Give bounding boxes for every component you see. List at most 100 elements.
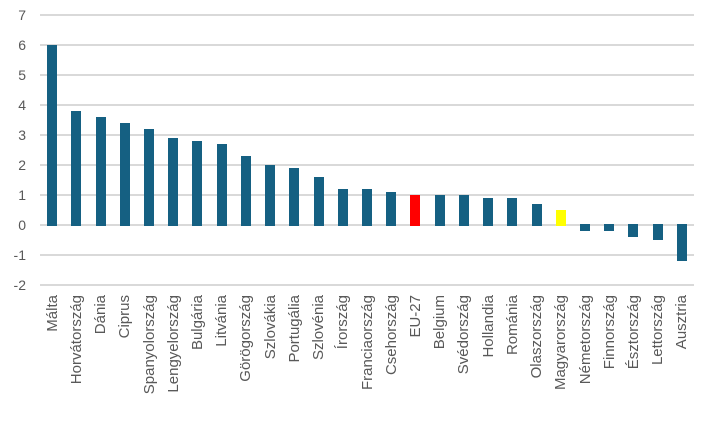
bar-svédország [458, 195, 469, 226]
bar-bulgária [192, 141, 203, 226]
x-category-label-szlovénia: Szlovénia [310, 294, 327, 360]
x-category-label-portugália: Portugália [286, 294, 303, 363]
bar-lengyelország [168, 138, 179, 226]
x-category-label-text: Németország [576, 295, 594, 385]
bar-portugália [289, 168, 300, 226]
bar-románia [507, 198, 518, 226]
y-tick-label: -2 [13, 277, 26, 293]
gridline-6 [40, 44, 694, 46]
x-category-label-lengyelország: Lengyelország [165, 294, 182, 393]
x-category-label-text: Horvátország [67, 295, 85, 385]
x-category-label-text: Dánia [92, 295, 110, 335]
x-category-label-szlovákia: Szlovákia [262, 294, 279, 359]
x-category-label-text: Szlovákia [261, 295, 279, 360]
bar-lettország [652, 224, 663, 240]
x-category-label-bulgária: Bulgária [189, 294, 206, 350]
x-category-label-text: Hollandia [479, 295, 497, 358]
x-category-label-lettország: Lettország [649, 294, 666, 365]
y-tick-label: -1 [13, 247, 26, 263]
x-category-label-belgium: Belgium [431, 294, 448, 349]
x-category-label-észtország: Észtország [625, 294, 642, 369]
gridline--1 [40, 254, 694, 256]
bar-ciprus [119, 123, 130, 226]
y-tick-label: 2 [18, 157, 26, 173]
x-category-label-eu-27: EU-27 [407, 294, 424, 338]
x-category-label-text: Észtország [624, 295, 642, 370]
y-tick-label: 3 [18, 127, 26, 143]
x-category-label-görögország: Görögország [237, 294, 254, 382]
x-category-label-text: Finnország [600, 295, 618, 370]
x-category-label-text: EU-27 [406, 295, 424, 338]
x-category-label-írország: Írország [334, 294, 351, 349]
bar-eu-27 [410, 195, 421, 226]
x-category-label-dánia: Dánia [92, 294, 109, 334]
x-category-label-text: Spanyolország [140, 295, 158, 395]
x-category-label-text: Románia [503, 295, 521, 356]
x-category-label-hollandia: Hollandia [480, 294, 497, 358]
x-category-label-text: Csehország [382, 295, 400, 376]
x-category-label-text: Ciprus [116, 295, 134, 339]
x-category-label-horvátország: Horvátország [68, 294, 85, 384]
x-category-label-text: Franciaország [358, 295, 376, 391]
bar-hollandia [483, 198, 494, 226]
gridline-2 [40, 164, 694, 166]
y-tick-label: 6 [18, 37, 26, 53]
x-category-label-text: Ausztria [673, 295, 691, 350]
x-category-label-románia: Románia [504, 294, 521, 355]
gridline-3 [40, 134, 694, 136]
x-category-label-csehország: Csehország [383, 294, 400, 375]
gridline-4 [40, 104, 694, 106]
bar-finnország [604, 224, 615, 231]
x-category-label-ciprus: Ciprus [116, 294, 133, 338]
x-category-label-olaszország: Olaszország [528, 294, 545, 378]
y-tick-label: 5 [18, 67, 26, 83]
bar-olaszország [531, 204, 542, 226]
x-category-label-text: Belgium [431, 295, 449, 350]
bar-szlovákia [265, 165, 276, 226]
x-category-label-text: Lengyelország [164, 295, 182, 393]
bar-csehország [386, 192, 397, 226]
gridline-5 [40, 74, 694, 76]
bar-horvátország [71, 111, 82, 226]
gridline--2 [40, 284, 694, 286]
x-category-label-ausztria: Ausztria [673, 294, 690, 349]
y-tick-label: 1 [18, 187, 26, 203]
x-category-label-text: Szlovénia [310, 295, 328, 361]
bar-észtország [628, 224, 639, 237]
x-category-label-text: Málta [43, 295, 61, 332]
bar-írország [337, 189, 348, 226]
bar-németország [580, 224, 590, 231]
x-category-label-text: Bulgária [188, 295, 206, 351]
bar-litvánia [216, 144, 227, 226]
x-category-label-text: Görögország [237, 295, 255, 382]
x-category-label-finnország: Finnország [601, 294, 618, 369]
x-category-label-spanyolország: Spanyolország [141, 294, 158, 394]
x-category-label-text: Portugália [285, 295, 303, 363]
x-category-label-málta: Málta [44, 294, 61, 332]
bar-szlovénia [313, 177, 324, 226]
bar-málta [47, 45, 58, 226]
x-category-label-text: Svédország [455, 295, 473, 375]
bar-spanyolország [144, 129, 154, 226]
y-tick-label: 0 [18, 217, 26, 233]
bar-franciaország [362, 189, 372, 226]
y-tick-label: 7 [18, 7, 26, 23]
bar-magyarország [555, 210, 566, 226]
x-category-label-litvánia: Litvánia [213, 294, 230, 347]
x-category-label-text: Olaszország [528, 295, 546, 379]
gridline-7 [40, 14, 694, 16]
y-tick-label: 4 [18, 97, 26, 113]
bar-ausztria [676, 224, 687, 261]
x-category-label-franciaország: Franciaország [359, 294, 376, 390]
bar-belgium [434, 195, 445, 226]
x-category-label-németország: Németország [577, 294, 594, 384]
bar-dánia [95, 117, 106, 226]
x-category-label-svédország: Svédország [455, 294, 472, 374]
x-category-label-text: Írország [334, 295, 352, 350]
x-category-label-magyarország: Magyarország [552, 294, 569, 390]
x-category-label-text: Litvánia [213, 295, 231, 347]
x-category-label-text: Magyarország [552, 295, 570, 391]
x-category-label-text: Lettország [649, 295, 667, 366]
bar-görögország [240, 156, 251, 226]
